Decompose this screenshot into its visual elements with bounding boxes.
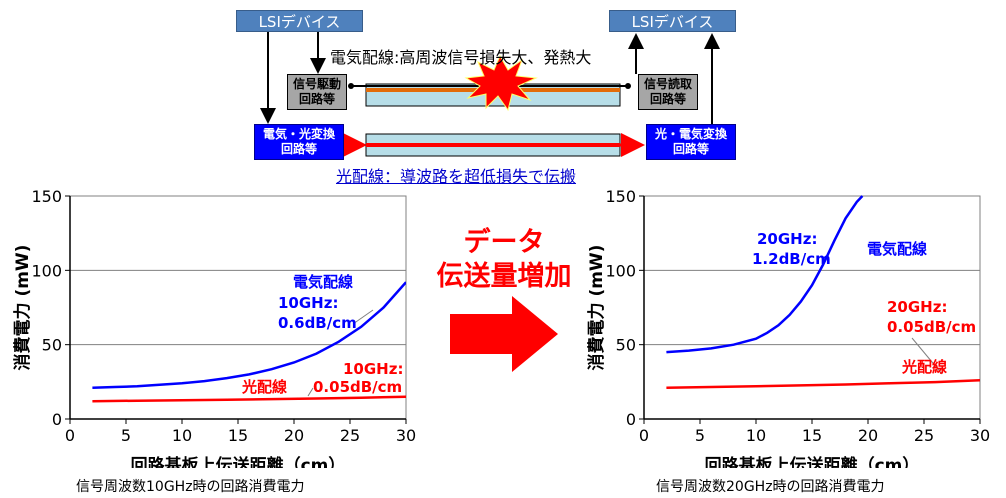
x-tick-label: 10 xyxy=(746,426,766,445)
y-tick-label: 50 xyxy=(42,336,62,355)
x-tick-label: 5 xyxy=(695,426,705,445)
y-tick-label: 0 xyxy=(626,410,636,429)
y-axis-label: 消費電力 (mW) xyxy=(12,245,33,371)
x-tick-label: 10 xyxy=(172,426,192,445)
y-tick-label: 150 xyxy=(605,187,636,206)
oe-conversion-circuit: 光・電気変換 回路等 xyxy=(646,124,736,160)
x-tick-label: 30 xyxy=(970,426,990,445)
electric-wiring-title: 電気配線:高周波信号損失大、発熱大 xyxy=(330,48,592,67)
lsi-device-right: LSIデバイス xyxy=(609,10,736,32)
x-tick-label: 0 xyxy=(65,426,75,445)
caption-10ghz: 信号周波数10GHz時の回路消費電力 xyxy=(76,479,305,495)
x-tick-label: 5 xyxy=(121,426,131,445)
y-tick-label: 100 xyxy=(605,261,636,280)
x-tick-label: 0 xyxy=(639,426,649,445)
optical-wiring-title: 光配線：導波路を超低損失で伝搬 xyxy=(336,167,577,186)
series-line-optical xyxy=(666,379,980,390)
annotation-leader xyxy=(911,337,943,375)
legend-optical: 光配線 xyxy=(241,378,287,396)
x-tick-label: 25 xyxy=(340,426,360,445)
big-right-arrow-icon xyxy=(450,296,558,372)
x-tick-label: 15 xyxy=(802,426,822,445)
signal-read-circuit: 信号読取 回路等 xyxy=(638,74,698,110)
annotation-leader xyxy=(352,309,374,325)
electric-wire-end-left xyxy=(348,83,354,89)
series-line-electric xyxy=(92,281,406,390)
y-axis-label: 消費電力 (mW) xyxy=(586,245,607,371)
optical-annotation-line-2: 0.05dB/cm xyxy=(313,378,402,396)
y-tick-label: 100 xyxy=(31,261,62,280)
lsi-device-left: LSIデバイス xyxy=(236,10,363,32)
x-tick-label: 20 xyxy=(858,426,878,445)
y-tick-label: 0 xyxy=(52,410,62,429)
optical-annotation-line-2: 0.05dB/cm xyxy=(887,318,976,336)
legend-electric: 電気配線 xyxy=(293,273,353,291)
loss-burst-icon xyxy=(464,54,538,112)
arrow-text-line-1: データ xyxy=(463,227,545,258)
x-tick-label: 25 xyxy=(914,426,934,445)
y-tick-label: 50 xyxy=(616,336,636,355)
series-line-electric xyxy=(666,195,864,354)
schematic-lines xyxy=(260,32,720,157)
series-line-optical xyxy=(92,395,406,403)
x-tick-label: 20 xyxy=(284,426,304,445)
electric-annotation-line-2: 0.6dB/cm xyxy=(278,314,357,332)
plot-area xyxy=(69,195,407,420)
legend-electric: 電気配線 xyxy=(867,240,927,258)
arrow-text-line-2: 伝送量増加 xyxy=(436,261,572,292)
chart-20ghz: 0 50 100 150 0 5 10 15 20 25 30 回路基板上伝送距離（cm） 消費電力 (… xyxy=(586,187,990,468)
optical-annotation-line-1: 10GHz: xyxy=(343,360,403,378)
x-axis-label: 回路基板上伝送距離（cm） xyxy=(705,455,920,468)
signal-drive-circuit: 信号駆動 回路等 xyxy=(287,74,347,110)
electric-wire-end-right xyxy=(625,83,631,89)
electric-annotation-line-1: 20GHz: xyxy=(757,230,817,248)
x-axis-label: 回路基板上伝送距離（cm） xyxy=(131,455,346,468)
caption-20ghz: 信号周波数20GHz時の回路消費電力 xyxy=(656,479,885,495)
legend-optical: 光配線 xyxy=(901,358,947,376)
data-volume-increase-label: データ 伝送量増加 xyxy=(424,226,584,294)
electric-annotation-line-2: 1.2dB/cm xyxy=(752,250,831,268)
chart-10ghz: 0 50 100 150 0 5 10 15 20 25 30 回路基板上伝送距離（cm） 消費電力 (… xyxy=(12,187,416,468)
electric-annotation-line-1: 10GHz: xyxy=(278,294,338,312)
x-tick-label: 30 xyxy=(396,426,416,445)
eo-conversion-circuit: 電気・光変換 回路等 xyxy=(254,124,344,160)
optical-annotation-line-1: 20GHz: xyxy=(887,298,947,316)
annotation-leader xyxy=(307,387,314,397)
y-tick-label: 150 xyxy=(31,187,62,206)
x-tick-label: 15 xyxy=(228,426,248,445)
